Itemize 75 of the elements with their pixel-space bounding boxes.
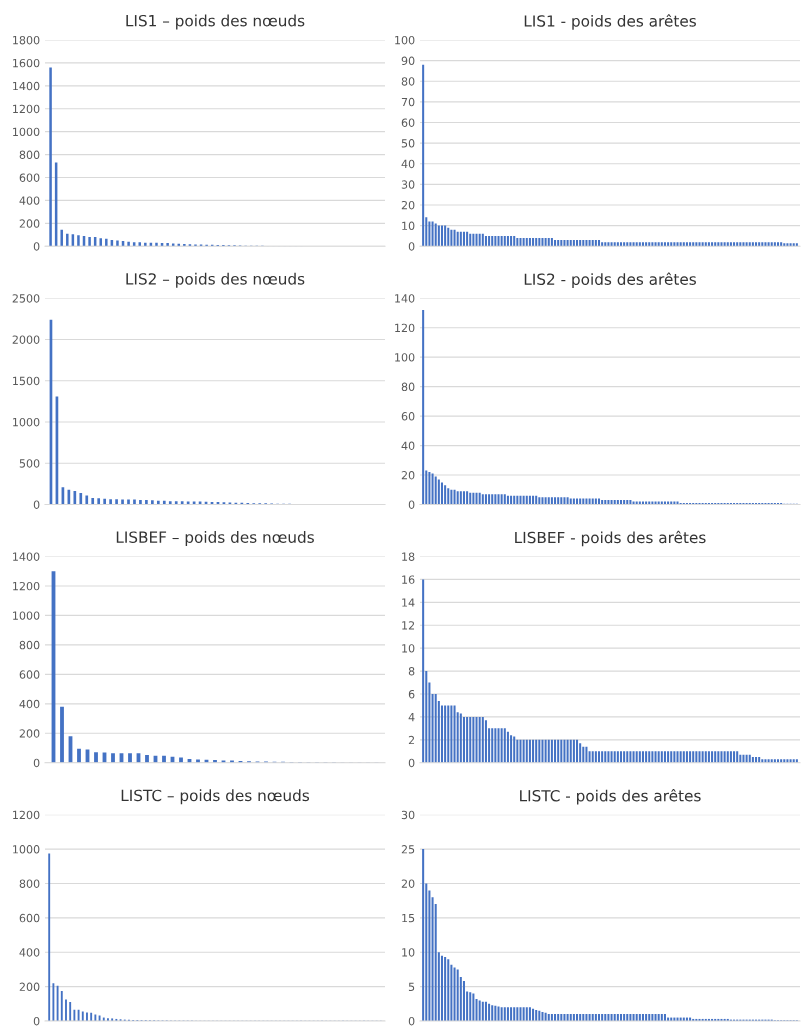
- y-tick-label: 60: [401, 412, 415, 421]
- y-tick-label: 800: [19, 150, 40, 159]
- y-tick-label: 50: [401, 139, 415, 148]
- y-tick-label: 2: [408, 735, 415, 745]
- y-tick-label: 10: [402, 644, 415, 653]
- y-tick-label: 2500: [12, 294, 40, 303]
- y-tick-label: 400: [19, 196, 40, 205]
- y-tick-label: 200: [19, 219, 40, 228]
- y-tick-label: 15: [402, 914, 415, 923]
- y-tick-label: 60: [401, 118, 415, 127]
- y-tick-label: 800: [19, 640, 40, 650]
- chart-title: LISTC - poids des arêtes: [520, 789, 701, 805]
- chart-title: LIS2 – poids des nœuds: [126, 272, 305, 288]
- y-tick-label: 10: [402, 221, 415, 230]
- y-tick-label: 16: [402, 575, 415, 584]
- y-tick-label: 1000: [13, 845, 40, 854]
- y-tick-label: 1200: [13, 104, 40, 114]
- y-tick-label: 200: [19, 729, 40, 738]
- y-tick-label: 400: [19, 699, 40, 709]
- y-tick-label: 12: [402, 621, 415, 630]
- y-tick-label: 1200: [13, 810, 40, 820]
- y-tick-label: 30: [401, 810, 415, 820]
- y-tick-label: 20: [401, 471, 415, 480]
- y-tick-label: 70: [401, 97, 415, 107]
- y-tick-label: 0: [408, 758, 415, 768]
- y-tick-label: 5: [408, 982, 415, 991]
- y-tick-label: 80: [401, 77, 415, 86]
- y-tick-label: 90: [401, 56, 415, 65]
- chart-title: LISBEF – poids des nœuds: [116, 531, 314, 546]
- y-tick-label: 600: [19, 913, 40, 923]
- y-tick-label: 0: [33, 758, 40, 768]
- y-tick-label: 30: [401, 180, 415, 189]
- y-tick-label: 0: [408, 500, 415, 509]
- chart-title: LISBEF - poids des arêtes: [515, 530, 706, 547]
- y-tick-label: 6: [408, 689, 415, 699]
- y-tick-label: 1000: [13, 417, 40, 427]
- y-tick-label: 1400: [13, 552, 40, 561]
- y-tick-label: 100: [395, 353, 415, 362]
- y-tick-label: 20: [401, 200, 415, 210]
- y-tick-label: 25: [401, 845, 415, 854]
- chart-title: LISTC – poids des nœuds: [121, 789, 310, 805]
- y-tick-label: 600: [19, 670, 40, 679]
- y-tick-label: 600: [19, 173, 40, 182]
- y-tick-label: 0: [408, 242, 415, 251]
- y-tick-label: 400: [19, 948, 40, 957]
- y-tick-label: 18: [402, 552, 415, 561]
- chart-title: LIS2 - poids des arêtes: [524, 272, 696, 288]
- y-tick-label: 800: [19, 879, 40, 888]
- y-tick-label: 0: [33, 500, 40, 509]
- chart-title: LIS1 - poids des arêtes: [524, 14, 696, 30]
- y-tick-label: 200: [19, 982, 40, 991]
- y-tick-label: 2000: [12, 335, 40, 344]
- y-tick-label: 1800: [13, 35, 40, 45]
- y-tick-label: 40: [401, 159, 415, 169]
- chart-title: LIS1 – poids des nœuds: [126, 14, 305, 30]
- y-tick-label: 80: [401, 382, 415, 392]
- y-tick-label: 120: [395, 323, 415, 333]
- y-tick-label: 4: [408, 713, 415, 722]
- y-tick-label: 0: [33, 1016, 40, 1026]
- y-tick-label: 8: [408, 667, 415, 676]
- y-tick-label: 1000: [13, 611, 40, 620]
- y-tick-label: 1600: [13, 58, 40, 68]
- y-tick-label: 20: [401, 879, 415, 888]
- y-tick-label: 100: [395, 35, 415, 45]
- y-tick-label: 1500: [13, 376, 40, 386]
- y-tick-label: 140: [395, 294, 415, 303]
- y-tick-label: 0: [408, 1016, 415, 1026]
- y-tick-label: 0: [33, 242, 40, 251]
- y-tick-label: 1000: [13, 127, 40, 137]
- y-tick-label: 1400: [13, 81, 40, 91]
- y-tick-label: 10: [402, 948, 415, 957]
- y-tick-label: 14: [402, 598, 415, 607]
- y-tick-label: 500: [19, 459, 40, 468]
- y-tick-label: 1200: [13, 581, 40, 591]
- y-tick-label: 40: [401, 441, 415, 450]
